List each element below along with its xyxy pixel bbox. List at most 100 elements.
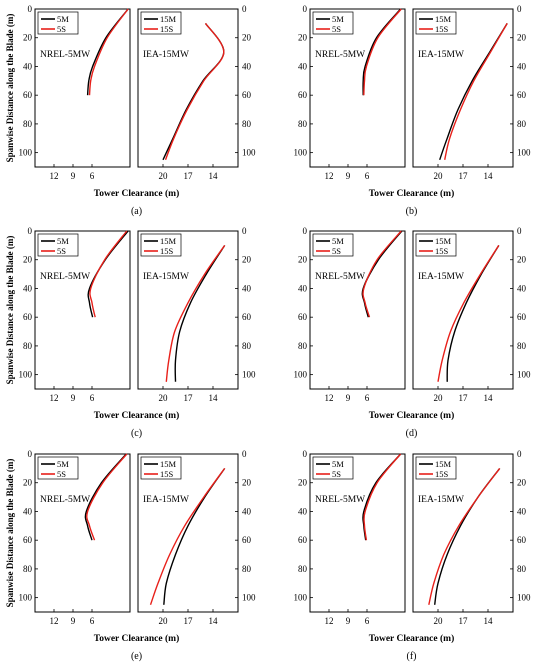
legend-label: 5M [57, 459, 69, 469]
right-xtick-label: 20 [434, 393, 444, 403]
legend-label: 5S [332, 246, 341, 256]
left-ytick-label: 100 [19, 370, 33, 380]
right-xtick-label: 14 [484, 616, 494, 626]
right-ytick-label: 80 [242, 564, 252, 574]
left-subplot-frame [34, 230, 131, 390]
right-xtick-label: 17 [459, 171, 469, 181]
left-xtick-label: 9 [346, 393, 351, 403]
right-ytick-label: 20 [242, 255, 252, 265]
left-subplot-title: NREL-5MW [40, 272, 90, 282]
right-ytick-label: 100 [242, 148, 256, 158]
right-ytick-label: 20 [242, 478, 252, 488]
x-axis-label: Tower Clearance (m) [369, 410, 454, 421]
x-axis-label: Tower Clearance (m) [94, 633, 179, 644]
legend-label: 15M [160, 236, 177, 246]
series-line-15M [446, 245, 500, 382]
right-ytick-label: 40 [517, 283, 527, 293]
legend-label: 5M [57, 14, 69, 24]
left-ytick-label: 0 [28, 4, 33, 14]
right-subplot-title: IEA-15MW [143, 50, 189, 60]
left-ytick-label: 0 [28, 226, 33, 236]
left-ytick-label: 40 [298, 283, 308, 293]
left-ytick-label: 60 [23, 90, 33, 100]
left-xtick-label: 9 [346, 171, 351, 181]
right-xtick-label: 14 [209, 393, 219, 403]
left-ytick-label: 20 [298, 33, 308, 43]
left-ytick-label: 60 [298, 312, 308, 322]
right-ytick-label: 40 [242, 61, 252, 71]
series-line-5S [89, 230, 128, 318]
left-xtick-label: 6 [90, 616, 95, 626]
right-ytick-label: 60 [242, 90, 252, 100]
series-line-5S [362, 230, 402, 318]
series-line-15M [163, 467, 226, 605]
left-subplot-frame [309, 8, 406, 168]
panel-label: (b) [406, 206, 418, 217]
right-ytick-label: 80 [242, 341, 252, 351]
legend-label: 5M [332, 459, 344, 469]
series-line-5M [87, 230, 129, 318]
right-ytick-label: 60 [242, 535, 252, 545]
right-ytick-label: 80 [517, 119, 527, 129]
left-ytick-label: 80 [298, 564, 308, 574]
panel-c: 0 20 40 60 80 100 0 20 40 60 80 100 12 9 6 20 17 14 Tower … [5, 226, 256, 439]
series-line-15M [174, 245, 226, 382]
left-xtick-label: 6 [365, 393, 370, 403]
series-line-5S [363, 453, 402, 541]
series-line-5S [86, 453, 128, 541]
left-ytick-label: 20 [23, 255, 33, 265]
right-ytick-label: 40 [242, 506, 252, 516]
right-xtick-label: 20 [159, 616, 169, 626]
right-xtick-label: 14 [209, 616, 219, 626]
series-line-15S [165, 244, 226, 382]
right-ytick-label: 0 [242, 4, 247, 14]
legend-label: 15M [435, 236, 452, 246]
legend-label: 5M [332, 14, 344, 24]
left-ytick-label: 40 [298, 61, 308, 71]
left-ytick-label: 80 [298, 341, 308, 351]
panel-f: 0 20 40 60 80 100 0 20 40 60 80 100 12 9 6 20 17 14 Tower … [294, 449, 532, 662]
right-xtick-label: 17 [459, 393, 469, 403]
right-ytick-label: 0 [517, 4, 522, 14]
right-ytick-label: 20 [517, 478, 527, 488]
legend-label: 5M [57, 236, 69, 246]
right-ytick-label: 0 [517, 226, 522, 236]
right-ytick-label: 0 [517, 449, 522, 459]
right-xtick-label: 20 [159, 393, 169, 403]
right-ytick-label: 0 [242, 226, 247, 236]
left-ytick-label: 0 [303, 226, 308, 236]
left-subplot-title: NREL-5MW [315, 495, 365, 505]
left-subplot-frame [34, 453, 131, 613]
left-xtick-label: 9 [71, 171, 76, 181]
right-ytick-label: 100 [517, 148, 531, 158]
right-ytick-label: 40 [242, 283, 252, 293]
left-ytick-label: 20 [23, 33, 33, 43]
left-xtick-label: 12 [325, 616, 334, 626]
right-xtick-label: 20 [434, 616, 444, 626]
right-ytick-label: 0 [242, 449, 247, 459]
left-xtick-label: 6 [365, 171, 370, 181]
legend-label: 15M [435, 459, 452, 469]
legend-label: 15S [435, 469, 449, 479]
y-axis-label: Spanwise Distance along the Blade (m) [5, 14, 15, 163]
right-ytick-label: 100 [517, 370, 531, 380]
left-xtick-label: 12 [50, 616, 59, 626]
series-line-5M [86, 8, 129, 96]
left-xtick-label: 12 [50, 393, 59, 403]
legend-label: 15S [160, 246, 174, 256]
left-subplot-title: NREL-5MW [40, 50, 90, 60]
series-line-5M [361, 230, 403, 318]
left-xtick-label: 12 [325, 393, 334, 403]
legend-label: 15M [435, 14, 452, 24]
left-ytick-label: 40 [23, 283, 33, 293]
right-ytick-label: 80 [242, 119, 252, 129]
right-ytick-label: 100 [517, 593, 531, 603]
left-ytick-label: 100 [19, 593, 33, 603]
right-subplot-title: IEA-15MW [418, 50, 464, 60]
left-ytick-label: 80 [23, 564, 33, 574]
panel-label: (e) [131, 651, 142, 662]
right-xtick-label: 20 [159, 171, 169, 181]
right-xtick-label: 17 [184, 616, 194, 626]
panel-label: (d) [406, 428, 418, 439]
left-xtick-label: 6 [90, 393, 95, 403]
